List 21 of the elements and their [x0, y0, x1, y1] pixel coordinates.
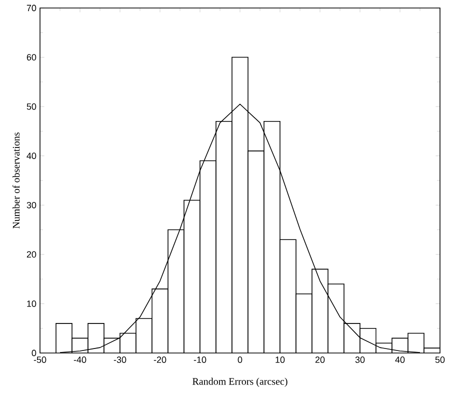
- y-tick-label: 70: [26, 4, 36, 12]
- x-tick-label: 50: [435, 356, 445, 363]
- x-tick-label: -30: [114, 356, 126, 363]
- x-tick-label: -20: [154, 356, 166, 363]
- y-tick-label: 30: [26, 202, 36, 208]
- x-tick-label: 10: [276, 356, 285, 363]
- y-tick-label: 0: [32, 350, 36, 356]
- x-tick-label: 40: [395, 356, 405, 363]
- x-tick-label: 30: [355, 356, 365, 363]
- x-tick-label: 20: [315, 356, 325, 363]
- y-axis-title: Number of observations: [12, 132, 20, 229]
- x-tick-label: -40: [74, 356, 86, 363]
- x-tick-label: -50: [34, 356, 46, 363]
- x-axis-title: Random Errors (arcsec): [192, 378, 288, 387]
- y-tick-label: 60: [26, 54, 36, 60]
- y-tick-label: 50: [26, 103, 36, 110]
- y-tick-label: 20: [26, 251, 36, 258]
- x-tick-label: -10: [194, 356, 206, 363]
- y-tick-label: 40: [26, 152, 36, 160]
- x-tick-label: 0: [238, 356, 242, 363]
- y-tick-label: 10: [27, 300, 36, 307]
